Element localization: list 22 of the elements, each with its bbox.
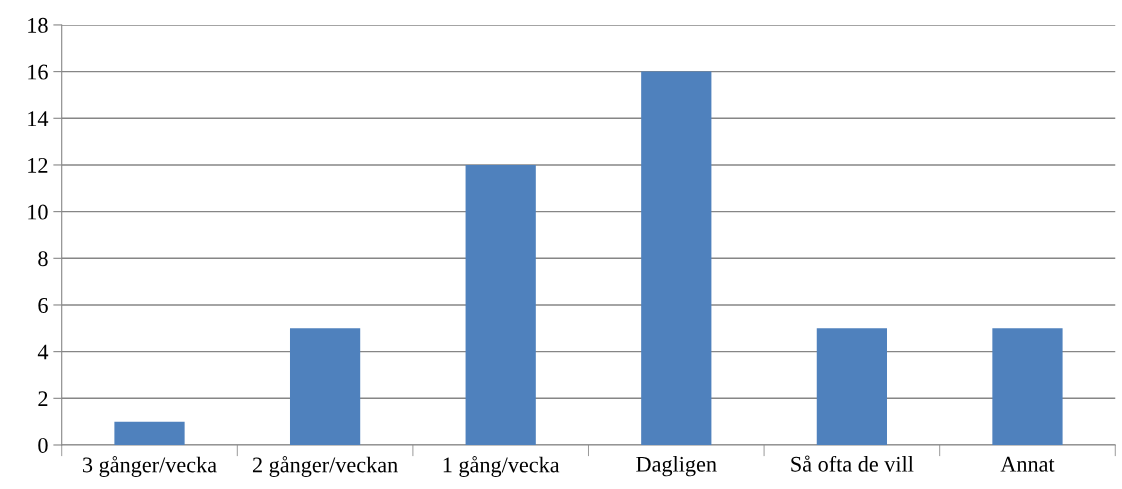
bar	[114, 421, 185, 445]
x-tick-label: Annat	[1000, 456, 1055, 472]
bar	[992, 328, 1063, 445]
y-tick-label: 8	[38, 251, 48, 267]
y-tick-label: 18	[28, 17, 48, 33]
y-tick-label: 0	[38, 437, 48, 453]
bar	[816, 328, 887, 445]
bar	[641, 71, 712, 445]
y-tick-label: 16	[28, 64, 48, 80]
y-tick-label: 10	[28, 204, 48, 220]
y-tick-label: 2	[38, 391, 48, 407]
x-tick-label: 3 gånger/vecka	[83, 456, 217, 477]
x-tick-label: Dagligen	[636, 456, 717, 477]
x-tick-label: 1 gång/vecka	[443, 456, 560, 477]
bar	[465, 164, 536, 445]
y-tick-label: 6	[38, 297, 48, 313]
x-tick-label: Så ofta de vill	[791, 455, 914, 472]
y-tick-label: 4	[37, 344, 49, 360]
y-tick-label: 14	[28, 111, 49, 126]
x-tick-label: 2 gånger/veckan	[252, 456, 398, 477]
y-tick-label: 12	[28, 157, 48, 173]
bar	[289, 328, 361, 445]
